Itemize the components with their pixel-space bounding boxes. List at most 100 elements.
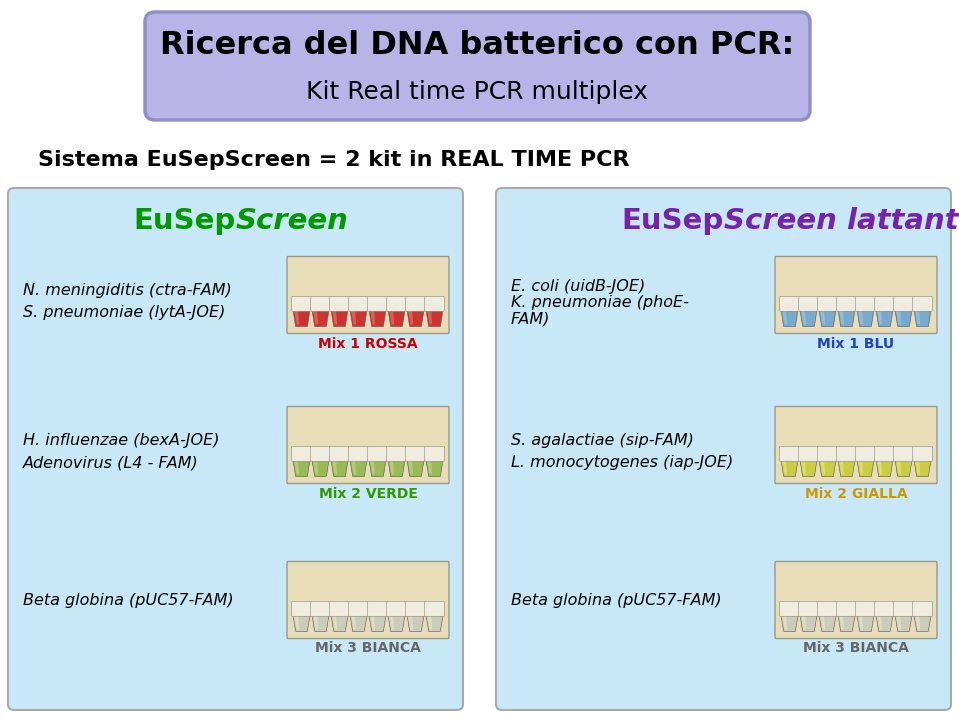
FancyBboxPatch shape xyxy=(311,447,330,461)
Polygon shape xyxy=(409,461,413,475)
Polygon shape xyxy=(389,461,394,475)
FancyBboxPatch shape xyxy=(913,447,932,461)
FancyBboxPatch shape xyxy=(913,602,932,616)
Polygon shape xyxy=(389,311,394,325)
Polygon shape xyxy=(293,311,310,327)
FancyBboxPatch shape xyxy=(406,447,426,461)
Polygon shape xyxy=(312,461,329,477)
Polygon shape xyxy=(332,461,338,475)
Polygon shape xyxy=(293,461,310,477)
FancyBboxPatch shape xyxy=(8,188,463,710)
Text: FAM): FAM) xyxy=(511,312,550,327)
Polygon shape xyxy=(820,616,825,630)
Polygon shape xyxy=(351,311,356,325)
Polygon shape xyxy=(820,311,825,325)
FancyBboxPatch shape xyxy=(855,447,876,461)
Polygon shape xyxy=(783,461,787,475)
Text: S. agalactiae (sip-FAM): S. agalactiae (sip-FAM) xyxy=(511,434,694,449)
FancyBboxPatch shape xyxy=(367,602,387,616)
Polygon shape xyxy=(388,616,405,632)
Polygon shape xyxy=(800,616,817,632)
Polygon shape xyxy=(782,616,798,632)
Polygon shape xyxy=(370,311,375,325)
Polygon shape xyxy=(915,311,920,325)
FancyBboxPatch shape xyxy=(875,297,895,311)
FancyBboxPatch shape xyxy=(292,297,312,311)
Polygon shape xyxy=(839,616,844,630)
FancyBboxPatch shape xyxy=(913,297,932,311)
FancyBboxPatch shape xyxy=(349,602,368,616)
Polygon shape xyxy=(858,616,863,630)
Polygon shape xyxy=(895,461,912,477)
Text: Mix 2 VERDE: Mix 2 VERDE xyxy=(318,487,417,500)
FancyBboxPatch shape xyxy=(145,12,810,120)
Text: S. pneumoniae (lytA-JOE): S. pneumoniae (lytA-JOE) xyxy=(23,305,225,320)
Polygon shape xyxy=(858,461,863,475)
Polygon shape xyxy=(896,311,901,325)
FancyBboxPatch shape xyxy=(386,447,407,461)
Polygon shape xyxy=(408,461,424,477)
Polygon shape xyxy=(820,461,825,475)
Text: Sistema EuSepScreen = 2 kit in REAL TIME PCR: Sistema EuSepScreen = 2 kit in REAL TIME… xyxy=(38,150,629,170)
FancyBboxPatch shape xyxy=(311,602,330,616)
Polygon shape xyxy=(838,461,854,477)
Polygon shape xyxy=(857,616,874,632)
Text: Beta globina (pUC57-FAM): Beta globina (pUC57-FAM) xyxy=(23,592,234,607)
Polygon shape xyxy=(427,311,433,325)
Polygon shape xyxy=(914,461,931,477)
Polygon shape xyxy=(783,311,787,325)
Polygon shape xyxy=(819,311,836,327)
FancyBboxPatch shape xyxy=(836,447,856,461)
FancyBboxPatch shape xyxy=(287,561,449,638)
Polygon shape xyxy=(895,311,912,327)
Polygon shape xyxy=(877,311,882,325)
FancyBboxPatch shape xyxy=(330,447,349,461)
Polygon shape xyxy=(408,616,424,632)
Polygon shape xyxy=(350,616,367,632)
FancyBboxPatch shape xyxy=(855,297,876,311)
Text: Mix 1 BLU: Mix 1 BLU xyxy=(817,337,895,350)
Polygon shape xyxy=(896,461,901,475)
FancyBboxPatch shape xyxy=(367,447,387,461)
Polygon shape xyxy=(388,461,405,477)
Polygon shape xyxy=(782,311,798,327)
Text: Beta globina (pUC57-FAM): Beta globina (pUC57-FAM) xyxy=(511,592,721,607)
Text: Adenovirus (L4 - FAM): Adenovirus (L4 - FAM) xyxy=(23,455,199,470)
FancyBboxPatch shape xyxy=(836,602,856,616)
Polygon shape xyxy=(427,461,433,475)
Polygon shape xyxy=(819,616,836,632)
Polygon shape xyxy=(783,616,787,630)
Text: N. meningiditis (ctra-FAM): N. meningiditis (ctra-FAM) xyxy=(23,284,232,299)
Text: H. influenzae (bexA-JOE): H. influenzae (bexA-JOE) xyxy=(23,434,220,449)
Polygon shape xyxy=(914,616,931,632)
FancyBboxPatch shape xyxy=(349,447,368,461)
Polygon shape xyxy=(896,616,901,630)
FancyBboxPatch shape xyxy=(496,188,951,710)
Polygon shape xyxy=(800,461,817,477)
Polygon shape xyxy=(857,311,874,327)
Polygon shape xyxy=(877,311,893,327)
Polygon shape xyxy=(314,311,318,325)
FancyBboxPatch shape xyxy=(818,297,837,311)
Polygon shape xyxy=(294,311,299,325)
FancyBboxPatch shape xyxy=(367,297,387,311)
FancyBboxPatch shape xyxy=(406,602,426,616)
FancyBboxPatch shape xyxy=(775,406,937,483)
Text: EuSep: EuSep xyxy=(133,207,236,235)
FancyBboxPatch shape xyxy=(311,297,330,311)
Polygon shape xyxy=(388,311,405,327)
Polygon shape xyxy=(370,616,375,630)
Polygon shape xyxy=(408,311,424,327)
FancyBboxPatch shape xyxy=(287,256,449,333)
Text: Kit Real time PCR multiplex: Kit Real time PCR multiplex xyxy=(307,80,648,104)
FancyBboxPatch shape xyxy=(894,602,913,616)
Polygon shape xyxy=(409,616,413,630)
Polygon shape xyxy=(314,616,318,630)
FancyBboxPatch shape xyxy=(775,256,937,333)
FancyBboxPatch shape xyxy=(894,297,913,311)
Polygon shape xyxy=(915,461,920,475)
Polygon shape xyxy=(350,461,367,477)
Polygon shape xyxy=(426,616,443,632)
FancyBboxPatch shape xyxy=(875,447,895,461)
Polygon shape xyxy=(839,311,844,325)
